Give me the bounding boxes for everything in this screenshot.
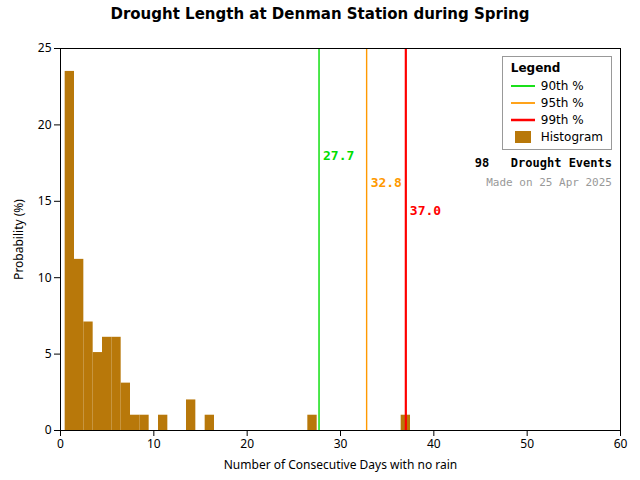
svg-text:15: 15 bbox=[38, 192, 52, 209]
svg-text:60: 60 bbox=[614, 435, 628, 452]
svg-text:37.0: 37.0 bbox=[410, 203, 441, 218]
html-text:Legend: Legend bbox=[510, 61, 561, 75]
svg-text:10: 10 bbox=[147, 435, 161, 452]
svg-text:50: 50 bbox=[520, 435, 534, 452]
svg-text:25: 25 bbox=[38, 39, 52, 56]
html-text:95th %: 95th % bbox=[540, 95, 584, 110]
svg-text:10: 10 bbox=[38, 269, 52, 286]
svg-text:Number of Consecutive Days wit: Number of Consecutive Days with no rain bbox=[224, 456, 458, 473]
svg-text:40: 40 bbox=[427, 435, 441, 452]
html-text:98 Drought Events: 98 Drought Events bbox=[474, 156, 612, 170]
svg-text:32.8: 32.8 bbox=[371, 175, 402, 190]
html-text:Made on 25 Apr 2025: Made on 25 Apr 2025 bbox=[486, 176, 612, 189]
html-text:Histogram: Histogram bbox=[540, 129, 603, 144]
svg-text:0: 0 bbox=[57, 435, 64, 452]
svg-text:20: 20 bbox=[38, 116, 52, 133]
svg-text:0: 0 bbox=[45, 421, 52, 438]
svg-text:5: 5 bbox=[45, 345, 52, 362]
html-text:99th %: 99th % bbox=[540, 112, 584, 127]
svg-text:Probability (%): Probability (%) bbox=[10, 199, 27, 280]
html-text:Drought Length at Denman Stati: Drought Length at Denman Station during … bbox=[110, 5, 530, 23]
svg-text:30: 30 bbox=[334, 435, 348, 452]
html-text:90th %: 90th % bbox=[540, 78, 584, 93]
svg-text:27.7: 27.7 bbox=[323, 148, 354, 163]
svg-text:20: 20 bbox=[240, 435, 254, 452]
